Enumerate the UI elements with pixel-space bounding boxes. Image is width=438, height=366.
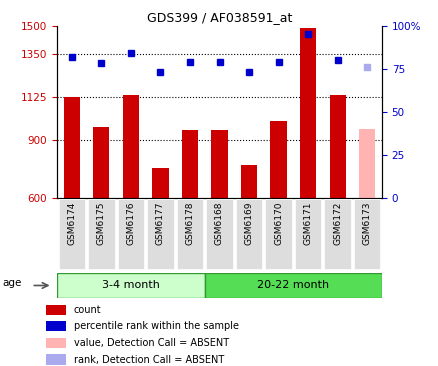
Bar bbox=[93, 127, 109, 198]
Text: 20-22 month: 20-22 month bbox=[257, 280, 328, 291]
Text: GSM6176: GSM6176 bbox=[126, 202, 135, 245]
Text: count: count bbox=[74, 305, 101, 315]
Title: GDS399 / AF038591_at: GDS399 / AF038591_at bbox=[146, 11, 292, 25]
Text: GSM6172: GSM6172 bbox=[332, 202, 341, 245]
Bar bbox=[294, 199, 321, 269]
Text: age: age bbox=[3, 278, 22, 288]
Bar bbox=[235, 199, 262, 269]
Bar bbox=[240, 165, 257, 198]
Bar bbox=[46, 321, 66, 332]
Bar bbox=[88, 199, 114, 269]
Bar bbox=[64, 97, 80, 198]
Text: GSM6174: GSM6174 bbox=[67, 202, 76, 245]
Bar bbox=[324, 199, 350, 269]
Bar bbox=[265, 199, 291, 269]
Text: GSM6170: GSM6170 bbox=[273, 202, 283, 245]
Bar bbox=[46, 305, 66, 315]
Bar bbox=[204, 273, 381, 298]
Bar bbox=[270, 121, 286, 198]
Bar bbox=[299, 27, 315, 198]
Bar bbox=[181, 130, 198, 198]
Bar bbox=[58, 199, 85, 269]
Text: 3-4 month: 3-4 month bbox=[102, 280, 159, 291]
Bar bbox=[329, 96, 345, 198]
Bar bbox=[123, 96, 139, 198]
Text: GSM6178: GSM6178 bbox=[185, 202, 194, 245]
Bar bbox=[57, 273, 204, 298]
Text: GSM6177: GSM6177 bbox=[155, 202, 165, 245]
Text: GSM6175: GSM6175 bbox=[97, 202, 106, 245]
Text: rank, Detection Call = ABSENT: rank, Detection Call = ABSENT bbox=[74, 355, 223, 365]
Text: GSM6171: GSM6171 bbox=[303, 202, 312, 245]
Bar bbox=[46, 354, 66, 365]
Bar bbox=[117, 199, 144, 269]
Text: GSM6173: GSM6173 bbox=[362, 202, 371, 245]
Bar bbox=[147, 199, 173, 269]
Text: GSM6168: GSM6168 bbox=[215, 202, 223, 245]
Text: value, Detection Call = ABSENT: value, Detection Call = ABSENT bbox=[74, 338, 229, 348]
Bar bbox=[211, 130, 227, 198]
Bar bbox=[358, 129, 374, 198]
Text: percentile rank within the sample: percentile rank within the sample bbox=[74, 321, 238, 331]
Bar bbox=[176, 199, 203, 269]
Bar bbox=[152, 168, 168, 198]
Bar bbox=[46, 338, 66, 348]
Bar bbox=[353, 199, 380, 269]
Bar bbox=[206, 199, 232, 269]
Text: GSM6169: GSM6169 bbox=[244, 202, 253, 245]
